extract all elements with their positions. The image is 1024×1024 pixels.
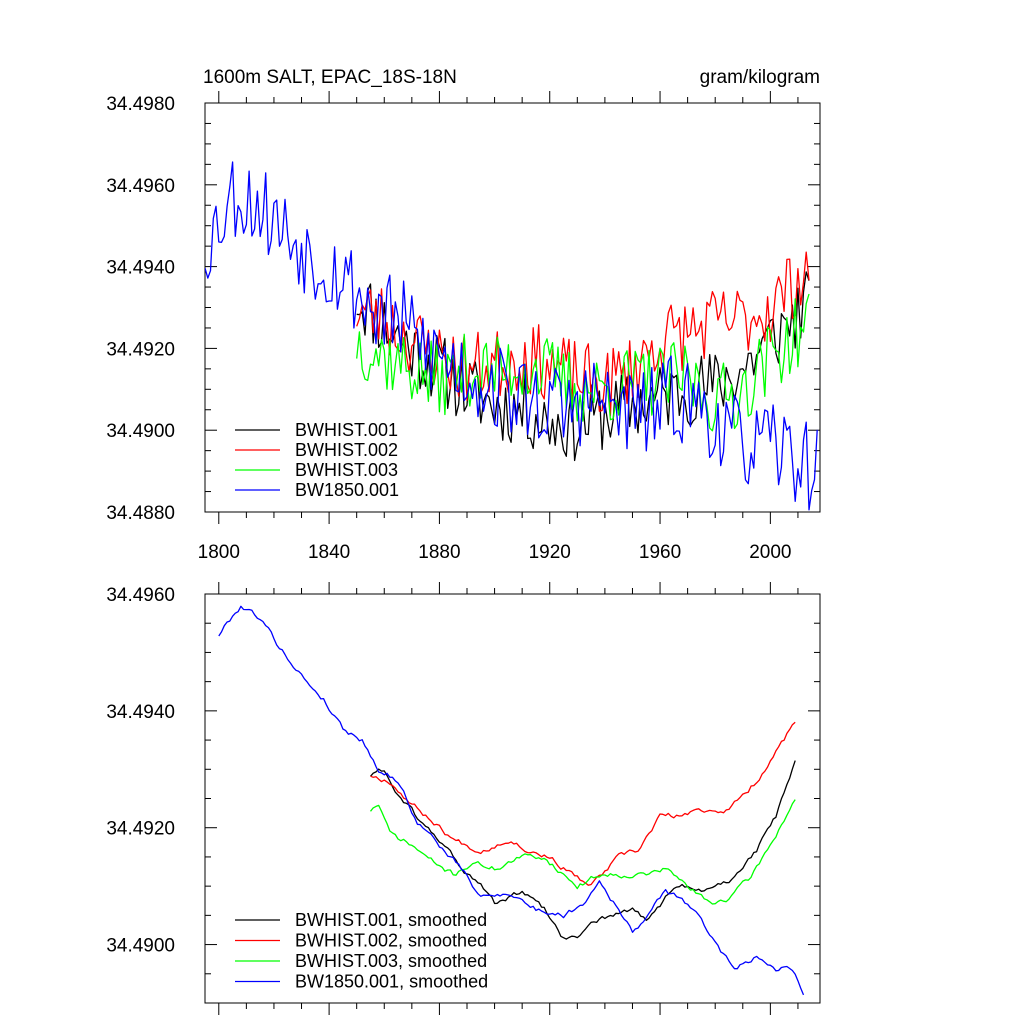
series-line-bwhist-003-smoothed [369,799,796,905]
legend-label: BW1850.001, smoothed [295,972,488,992]
series-line-bwhist-002-smoothed [370,721,796,886]
y-tick-label: 34.4920 [106,819,175,840]
bottom-series [218,605,805,996]
y-tick-label: 34.4920 [106,339,175,360]
series-line-bw1850-001-smoothed [218,605,805,996]
series-line-bw1850-001 [205,161,818,511]
y-tick-label: 34.4900 [106,421,175,442]
y-tick-label: 34.4980 [106,94,175,115]
legend-label: BW1850.001 [295,480,399,500]
bottom-panel: 34.4900 34.4920 34.4940 34.4960 BWHIST.001,… [106,582,821,1015]
x-tick-label: 1800 [198,542,240,563]
y-tick-label: 34.4880 [106,503,175,524]
x-tick-label: 1840 [308,542,350,563]
legend-label: BWHIST.003, smoothed [295,951,487,971]
top-panel-units: gram/kilogram [700,67,820,88]
y-tick-label: 34.4940 [106,702,175,723]
y-tick-label: 34.4960 [106,585,175,606]
x-tick-label: 1880 [418,542,460,563]
legend-label: BWHIST.003 [295,460,398,480]
top-panel: 1600m SALT, EPAC_18S-18N gram/kilogram 1… [106,67,821,563]
top-panel-title: 1600m SALT, EPAC_18S-18N [203,67,457,88]
top-series [205,161,818,511]
series-line-bwhist-001-smoothed [370,760,796,940]
legend-label: BWHIST.002, smoothed [295,931,487,951]
y-tick-label: 34.4960 [106,176,175,197]
x-tick-label: 2000 [749,542,791,563]
bottom-axes: 34.4900 34.4920 34.4940 34.4960 [106,582,820,1015]
x-tick-label: 1960 [639,542,681,563]
legend-label: BWHIST.002 [295,440,398,460]
top-axes: 1800 1840 1880 1920 1960 2000 34.4880 34.4900 34… [106,91,820,563]
legend-label: BWHIST.001 [295,420,398,440]
x-tick-label: 1920 [529,542,571,563]
series-line-bwhist-003 [356,293,810,432]
legend-label: BWHIST.001, smoothed [295,910,487,930]
y-tick-label: 34.4900 [106,936,175,957]
y-tick-label: 34.4940 [106,258,175,279]
